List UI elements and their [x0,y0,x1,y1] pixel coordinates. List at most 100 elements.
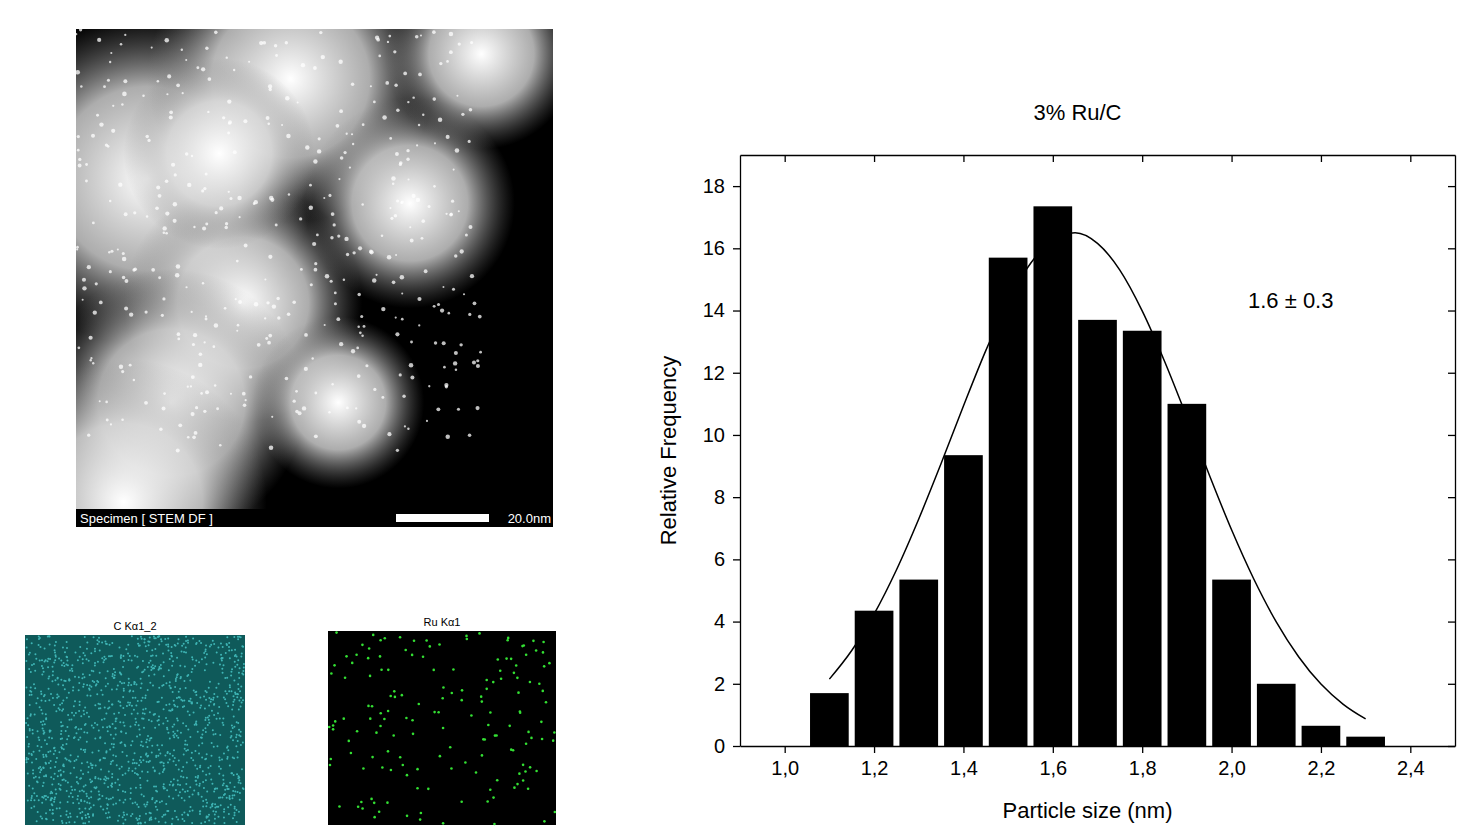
micrograph-particle [124,212,128,216]
map-pixel [28,745,30,747]
map-pixel [180,677,182,679]
map-pixel [241,645,243,647]
map-pixel [187,814,189,816]
map-pixel [171,818,173,820]
map-pixel [77,795,79,797]
map-pixel [145,694,147,696]
micrograph-particle [317,149,321,153]
map-pixel [200,737,202,739]
map-pixel [61,820,63,822]
map-pixel [169,681,171,683]
micrograph-particle [447,312,450,315]
map-pixel [176,735,178,737]
map-pixel [67,801,69,803]
map-pixel [81,762,83,764]
map-pixel [53,704,55,706]
micrograph-particle [409,226,411,228]
map-pixel [30,753,32,755]
map-pixel [42,720,44,722]
map-pixel [231,649,233,651]
map-pixel [230,674,232,676]
map-pixel [145,708,147,710]
map-pixel [140,787,142,789]
micrograph-particle [162,297,165,300]
map-pixel [42,724,44,726]
micrograph-particle [410,239,414,243]
map-pixel [120,672,122,674]
map-pixel [208,704,210,706]
micrograph-particle [385,81,389,85]
map-pixel [139,645,141,647]
map-pixel [87,813,89,815]
map-pixel [79,704,81,706]
map-pixel [84,636,86,638]
map-pixel [212,662,214,664]
map-pixel [190,702,192,704]
map-pixel [53,753,55,755]
map-pixel [201,742,203,744]
map-pixel [240,744,242,746]
map-pixel [226,797,228,799]
map-pixel [147,689,149,691]
caption: Specimen [ STEM DF ] [80,511,213,526]
map-pixel [184,800,186,802]
map-pixel [369,675,372,678]
map-pixel [224,690,226,692]
micrograph-particle [124,34,126,36]
map-pixel [55,710,57,712]
map-pixel [243,788,245,790]
map-pixel [26,761,28,763]
map-pixel [518,772,521,775]
map-pixel [136,684,138,686]
map-pixel [138,645,140,647]
micrograph-particle [212,345,215,348]
map-pixel [44,700,46,702]
map-pixel [218,765,220,767]
map-pixel [67,714,69,716]
map-pixel [85,793,87,795]
map-pixel [164,821,166,823]
map-pixel [82,673,84,675]
map-pixel [86,801,88,803]
map-pixel [171,665,173,667]
map-pixel [187,813,189,815]
map-pixel [170,781,172,783]
map-pixel [50,730,52,732]
micrograph-particle [302,406,306,410]
map-pixel [146,780,148,782]
map-pixel [27,717,29,719]
map-pixel [49,643,51,645]
map-pixel [99,649,101,651]
map-pixel [223,664,225,666]
map-pixel [330,672,333,675]
micrograph-particle [176,83,180,87]
map-pixel [94,650,96,652]
micrograph-particle [205,47,208,50]
map-pixel [161,816,163,818]
micrograph-particle [187,386,189,388]
map-pixel [149,760,151,762]
map-pixel [40,721,42,723]
map-pixel [522,644,525,647]
map-pixel [84,724,86,726]
map-pixel [213,791,215,793]
micrograph-particle [443,366,446,369]
map-pixel [238,779,240,781]
map-pixel [138,764,140,766]
map-pixel [141,638,143,640]
map-pixel [142,697,144,699]
map-pixel [140,636,142,638]
map-pixel [93,727,95,729]
map-pixel [69,813,71,815]
map-pixel [97,778,99,780]
map-pixel [179,665,181,667]
map-pixel [129,655,131,657]
micrograph-region [124,58,315,249]
map-pixel [105,797,107,799]
micrograph-particle [236,330,238,332]
map-pixel [72,802,74,804]
micrograph-particle [259,41,263,45]
map-pixel [206,753,208,755]
map-pixel [81,811,83,813]
map-pixel [206,653,208,655]
